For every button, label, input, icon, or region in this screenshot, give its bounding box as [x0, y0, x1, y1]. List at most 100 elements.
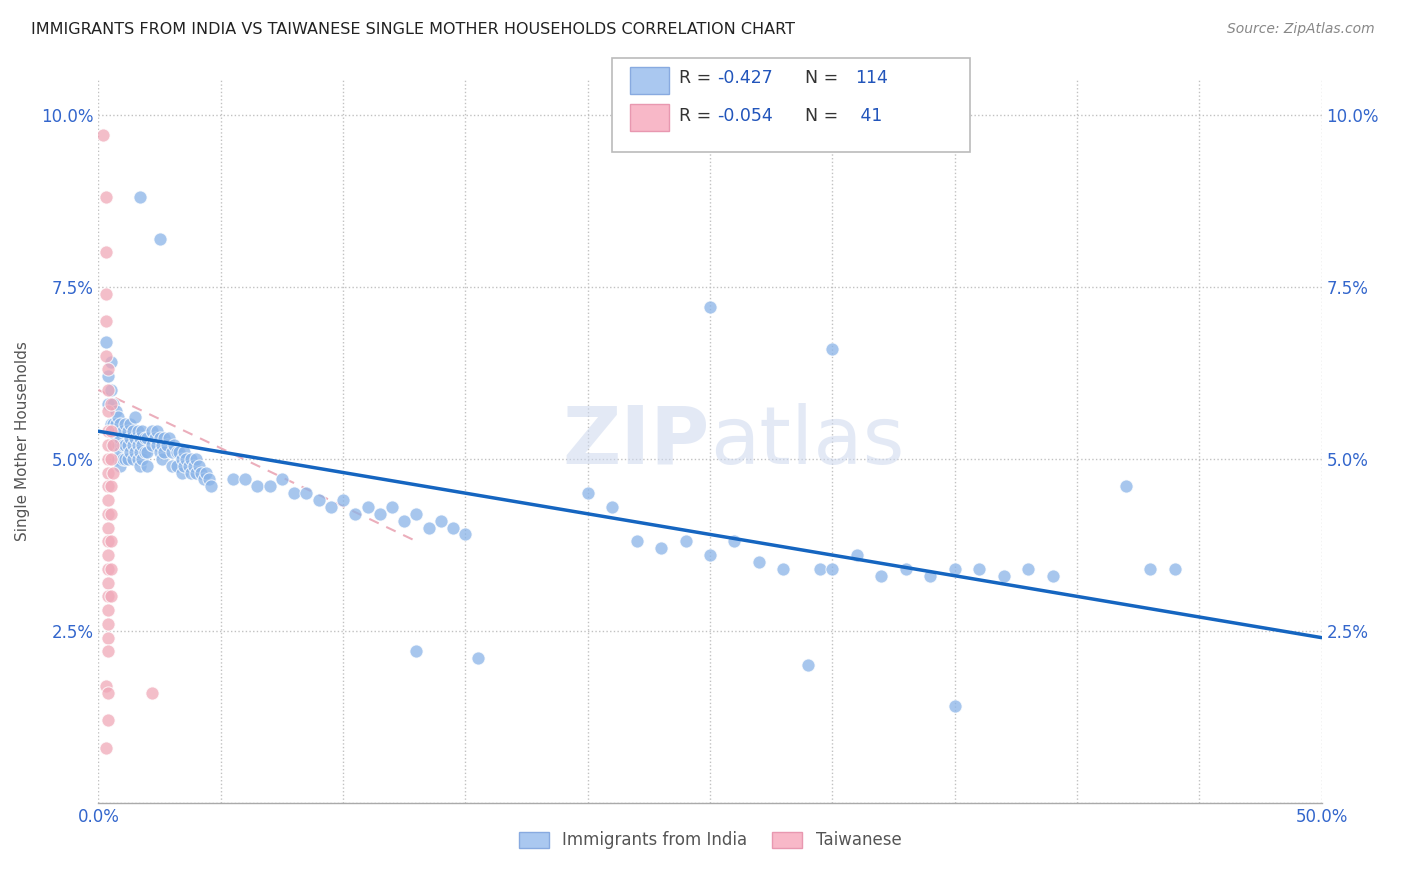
Point [120, 445, 142, 459]
Point [222, 472, 245, 486]
Point [600, 500, 623, 514]
Point [141, 438, 163, 452]
Point [808, 562, 831, 576]
Point [97, 438, 120, 452]
Text: -0.054: -0.054 [717, 107, 773, 125]
Point [356, 500, 378, 514]
Point [100, 534, 122, 549]
Point [100, 383, 122, 397]
Y-axis label: Single Mother Households: Single Mother Households [15, 342, 30, 541]
Point [143, 431, 166, 445]
Point [97, 466, 120, 480]
Point [131, 424, 153, 438]
Point [107, 451, 129, 466]
Point [405, 644, 427, 658]
Point [626, 534, 648, 549]
Point [97, 644, 120, 658]
Point [675, 534, 697, 549]
Point [97, 548, 120, 562]
Point [94, 314, 117, 328]
Point [124, 445, 146, 459]
Point [117, 424, 139, 438]
Point [332, 493, 354, 508]
Point [97, 424, 120, 438]
Point [100, 355, 122, 369]
Point [97, 534, 120, 549]
Point [91, 128, 114, 143]
Point [177, 458, 200, 473]
Point [97, 520, 120, 534]
Point [943, 562, 966, 576]
Point [183, 458, 205, 473]
Point [467, 651, 489, 665]
Point [129, 190, 152, 204]
Point [821, 562, 844, 576]
Point [114, 417, 136, 432]
Point [97, 686, 120, 700]
Point [149, 231, 172, 245]
Point [156, 438, 179, 452]
Point [104, 431, 127, 445]
Point [967, 562, 990, 576]
Point [166, 445, 188, 459]
Point [104, 417, 127, 432]
Point [129, 431, 152, 445]
Point [111, 438, 134, 452]
Point [1017, 562, 1039, 576]
Point [134, 445, 156, 459]
Point [127, 438, 149, 452]
Point [97, 575, 120, 590]
Point [104, 403, 127, 417]
Text: R =: R = [679, 70, 717, 87]
Point [167, 445, 190, 459]
Point [97, 616, 120, 631]
Point [101, 438, 124, 452]
Point [110, 458, 132, 473]
Point [246, 479, 269, 493]
Point [153, 431, 176, 445]
Point [124, 431, 146, 445]
Point [166, 458, 188, 473]
Point [120, 417, 142, 432]
Point [101, 397, 124, 411]
Point [381, 500, 404, 514]
Point [870, 568, 893, 582]
Point [150, 451, 173, 466]
Point [187, 458, 209, 473]
Point [97, 479, 120, 493]
Point [146, 424, 169, 438]
Point [197, 472, 219, 486]
Point [121, 438, 143, 452]
Point [193, 472, 215, 486]
Point [94, 286, 117, 301]
Point [100, 479, 122, 493]
Point [723, 534, 745, 549]
Point [200, 479, 222, 493]
Point [993, 568, 1015, 582]
Point [176, 451, 198, 466]
Point [748, 555, 770, 569]
Point [110, 417, 132, 432]
Point [127, 424, 149, 438]
Point [368, 507, 391, 521]
Point [94, 349, 117, 363]
Point [141, 424, 163, 438]
Point [149, 445, 172, 459]
Point [186, 466, 208, 480]
Text: -0.427: -0.427 [717, 70, 773, 87]
Point [101, 438, 124, 452]
Point [114, 438, 136, 452]
Point [283, 486, 305, 500]
Point [173, 445, 195, 459]
Point [97, 362, 120, 376]
Point [94, 740, 117, 755]
Point [920, 568, 942, 582]
Point [650, 541, 672, 556]
Point [170, 466, 193, 480]
Point [97, 493, 120, 508]
Point [107, 424, 129, 438]
Point [97, 713, 120, 727]
Point [124, 410, 146, 425]
Point [160, 445, 183, 459]
Text: 41: 41 [855, 107, 882, 125]
